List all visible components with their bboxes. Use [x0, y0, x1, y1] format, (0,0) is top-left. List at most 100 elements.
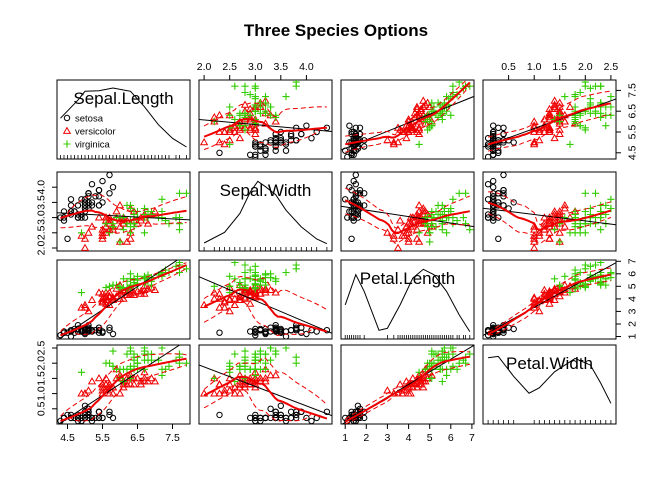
panel-frame: [482, 79, 617, 160]
data-point: [165, 362, 173, 370]
data-point: [410, 216, 420, 224]
data-point: [350, 208, 357, 215]
data-point: [241, 347, 249, 355]
data-point: [395, 380, 405, 388]
data-point: [215, 110, 224, 119]
data-point: [210, 288, 219, 296]
panel-frame: [56, 344, 191, 425]
data-point: [484, 196, 492, 203]
tick-label: 4.0: [36, 180, 48, 195]
panel-content: [341, 172, 474, 251]
tick-label: 0.5: [36, 401, 48, 416]
panel-content: [57, 345, 190, 424]
smoother-line: [487, 201, 612, 232]
data-point: [348, 149, 355, 157]
data-point: [551, 226, 559, 234]
data-point: [81, 402, 89, 409]
tick-label: 3.5: [36, 195, 48, 210]
data-point: [428, 374, 436, 382]
data-point: [398, 231, 407, 239]
data-point: [346, 122, 353, 129]
smoother-line: [203, 117, 327, 138]
tick-label: 3: [627, 308, 639, 314]
panel-Petal.Width-vs-Sepal.Length: [56, 344, 191, 425]
data-point: [443, 371, 451, 379]
rug: [487, 420, 612, 424]
rug: [344, 335, 471, 339]
data-point: [252, 332, 259, 339]
panel-content: [57, 260, 190, 339]
points: [342, 345, 474, 424]
data-point: [597, 260, 605, 267]
data-point: [123, 201, 131, 209]
data-point: [581, 80, 589, 86]
data-point: [277, 325, 284, 333]
data-point: [597, 277, 605, 285]
data-point: [455, 189, 463, 197]
data-point: [545, 112, 554, 121]
data-point: [576, 88, 584, 97]
data-point: [350, 177, 357, 185]
data-point: [500, 187, 507, 194]
data-point: [77, 229, 86, 237]
data-point: [495, 124, 502, 132]
data-point: [459, 214, 467, 222]
data-point: [490, 122, 497, 129]
data-point: [287, 414, 295, 422]
data-point: [261, 271, 270, 279]
data-point: [251, 262, 259, 270]
tick-label: 3.0: [36, 210, 48, 225]
data-point: [225, 294, 234, 302]
data-point: [210, 389, 219, 397]
data-point: [545, 108, 554, 117]
data-point: [490, 151, 497, 159]
tick-label: 5: [427, 432, 433, 444]
data-point: [449, 82, 457, 90]
data-point: [216, 149, 223, 157]
data-point: [607, 195, 615, 203]
data-point: [271, 370, 280, 379]
panel-frame: [482, 259, 617, 340]
data-point: [510, 199, 517, 206]
data-point: [414, 200, 424, 209]
data-point: [462, 359, 470, 367]
data-point: [272, 408, 279, 415]
smoother-lower-band: [345, 85, 471, 153]
data-point: [81, 202, 89, 209]
data-point: [251, 107, 259, 115]
data-point: [550, 133, 559, 142]
data-point: [597, 226, 605, 234]
x-axis-Sepal.Length: 4.5 5.5 6.5 7.5: [60, 424, 180, 444]
tick-label: 4: [627, 296, 639, 302]
smoother-line: [345, 81, 471, 146]
data-point: [545, 299, 554, 307]
data-point: [147, 356, 156, 364]
data-point: [262, 147, 269, 154]
data-point: [99, 329, 106, 336]
data-point: [95, 193, 103, 200]
smoother-line: [203, 288, 328, 333]
data-point: [530, 234, 539, 242]
data-point: [348, 214, 355, 221]
data-point: [74, 417, 82, 424]
data-point: [109, 347, 117, 355]
data-point: [115, 200, 125, 209]
data-point: [426, 238, 434, 246]
data-point: [438, 377, 446, 386]
data-point: [236, 281, 244, 289]
data-point: [140, 350, 149, 358]
data-point: [490, 217, 497, 224]
data-point: [586, 84, 594, 92]
data-point: [256, 373, 265, 382]
data-point: [436, 109, 444, 117]
data-point: [210, 282, 218, 290]
data-point: [421, 214, 429, 222]
data-point: [252, 411, 259, 419]
tick-label: 4.5: [60, 432, 75, 444]
data-point: [251, 371, 259, 379]
data-point: [277, 139, 284, 146]
data-point: [500, 130, 507, 138]
data-point: [252, 143, 259, 150]
data-point: [350, 151, 357, 159]
data-point: [602, 122, 610, 130]
